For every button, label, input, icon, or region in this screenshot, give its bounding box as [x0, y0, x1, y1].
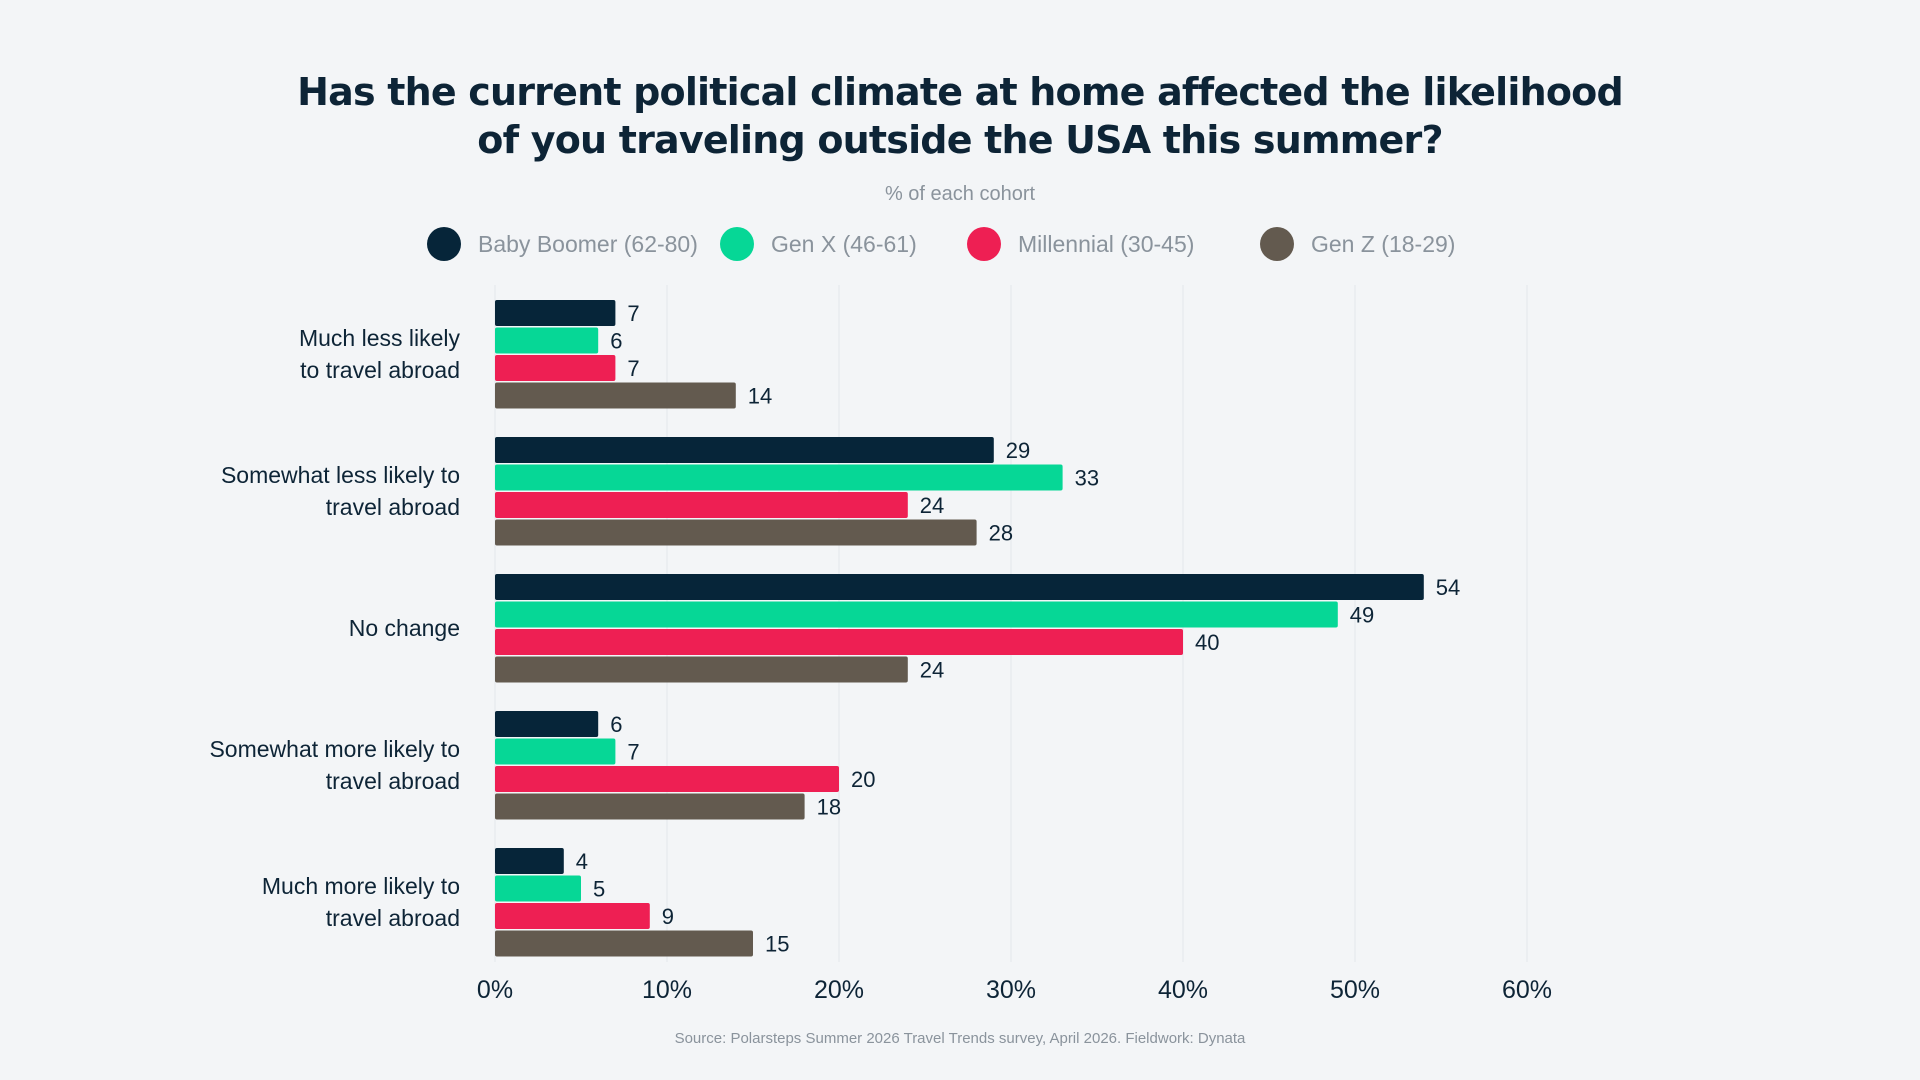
- category-label-line: travel abroad: [325, 768, 460, 795]
- data-label: 54: [1436, 575, 1460, 600]
- legend-item-gen-x: Gen X (46-61): [720, 226, 917, 262]
- chart-legend: Baby Boomer (62-80) Gen X (46-61) Millen…: [0, 226, 1920, 262]
- legend-label: Gen X (46-61): [771, 230, 917, 257]
- data-label: 9: [662, 904, 674, 929]
- category-label: No change: [160, 612, 460, 644]
- category-label-line: travel abroad: [325, 905, 460, 932]
- x-tick-label: 50%: [1330, 976, 1380, 1004]
- bar: [495, 355, 616, 381]
- x-tick-label: 60%: [1502, 976, 1552, 1004]
- data-label: 33: [1075, 466, 1099, 491]
- bar: [495, 519, 977, 546]
- bar: [495, 930, 753, 957]
- bar: [495, 738, 616, 765]
- data-label: 7: [627, 740, 639, 765]
- x-tick-label: 40%: [1158, 976, 1208, 1004]
- legend-label: Baby Boomer (62-80): [478, 230, 698, 257]
- legend-item-millennial: Millennial (30-45): [967, 226, 1194, 262]
- legend-label: Gen Z (18-29): [1311, 230, 1456, 257]
- data-label: 4: [576, 849, 588, 874]
- data-label: 24: [920, 658, 944, 683]
- category-label: Somewhat less likely to travel abroad: [160, 459, 460, 523]
- data-label: 7: [627, 301, 639, 326]
- bar: [495, 300, 616, 326]
- x-tick-label: 0%: [477, 976, 513, 1004]
- bar: [495, 601, 1338, 628]
- data-label: 5: [593, 877, 605, 902]
- bar: [495, 848, 564, 874]
- category-label: Much more likely to travel abroad: [160, 870, 460, 934]
- legend-item-baby-boomer: Baby Boomer (62-80): [427, 226, 698, 262]
- bar: [495, 903, 650, 929]
- category-label-line: No change: [348, 615, 460, 642]
- bar: [495, 492, 908, 518]
- legend-swatch: [1260, 227, 1294, 261]
- data-label: 24: [920, 493, 944, 518]
- x-tick-label: 30%: [986, 976, 1036, 1004]
- category-label-line: Much less likely: [298, 325, 460, 352]
- data-label: 28: [989, 521, 1013, 546]
- category-label-line: to travel abroad: [300, 357, 460, 384]
- legend-label: Millennial (30-45): [1018, 230, 1195, 257]
- x-tick-label: 10%: [642, 976, 692, 1004]
- bar: [495, 793, 805, 820]
- bar: [495, 327, 599, 354]
- legend-swatch: [720, 227, 754, 261]
- chart-title-line-2: of you traveling outside the USA this su…: [477, 118, 1443, 162]
- data-label: 18: [817, 795, 841, 820]
- data-label: 7: [627, 356, 639, 381]
- legend-swatch: [967, 227, 1001, 261]
- legend-swatch: [427, 227, 461, 261]
- category-label-line: travel abroad: [325, 494, 460, 521]
- data-label: 6: [610, 712, 622, 737]
- data-label: 20: [851, 767, 875, 792]
- category-label-line: Somewhat less likely to: [220, 462, 460, 489]
- legend-item-gen-z: Gen Z (18-29): [1260, 226, 1455, 262]
- data-label: 40: [1195, 630, 1219, 655]
- bar: [495, 437, 994, 463]
- x-tick-label: 20%: [814, 976, 864, 1004]
- data-label: 15: [765, 932, 789, 957]
- bar: [495, 382, 736, 409]
- chart-title-line-1: Has the current political climate at hom…: [297, 70, 1624, 114]
- category-label-line: Much more likely to: [261, 873, 460, 900]
- bar: [495, 574, 1424, 600]
- bar: [495, 875, 581, 902]
- data-label: 14: [748, 384, 772, 409]
- bar: [495, 629, 1183, 655]
- category-label-line: Somewhat more likely to: [209, 736, 460, 763]
- source-note: Source: Polarsteps Summer 2026 Travel Tr…: [674, 1030, 1246, 1047]
- data-label: 6: [610, 329, 622, 354]
- bar: [495, 464, 1063, 491]
- bar: [495, 766, 839, 792]
- data-label: 49: [1350, 603, 1374, 628]
- chart-subtitle: % of each cohort: [884, 183, 1036, 205]
- chart-title: Has the current political climate at hom…: [0, 68, 1920, 164]
- category-label: Much less likely to travel abroad: [160, 322, 460, 386]
- bar: [495, 656, 908, 683]
- data-label: 29: [1006, 438, 1030, 463]
- category-label: Somewhat more likely to travel abroad: [160, 733, 460, 797]
- bar: [495, 711, 599, 737]
